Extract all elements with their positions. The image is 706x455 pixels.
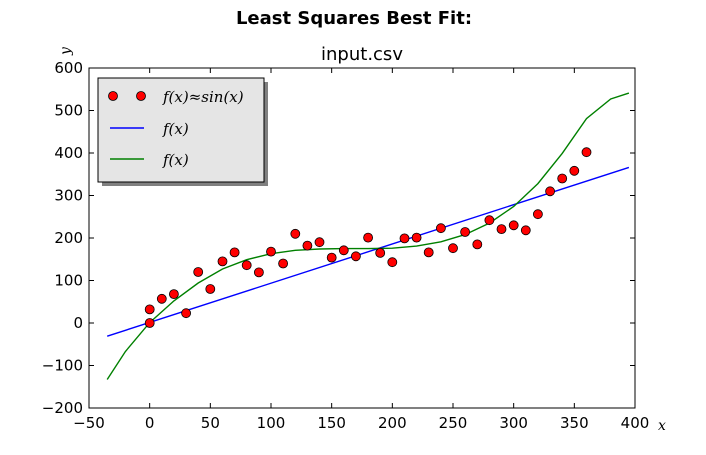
legend-label-linear: f(x) — [162, 120, 189, 138]
chart-title: input.csv — [321, 44, 403, 65]
x-tick-label: 350 — [560, 414, 589, 432]
legend-label-data: f(x)≈sin(x) — [162, 88, 244, 106]
x-tick-label: −50 — [73, 414, 105, 432]
y-tick-label: 600 — [54, 59, 83, 77]
data-point — [387, 257, 398, 268]
y-tick-label: 500 — [54, 102, 83, 120]
data-point — [363, 232, 374, 243]
legend-label-poly: f(x) — [162, 151, 189, 169]
y-tick-label: −100 — [42, 357, 83, 375]
data-point — [496, 224, 507, 235]
data-point — [350, 251, 361, 262]
data-point — [411, 232, 422, 243]
legend-marker — [108, 91, 118, 101]
data-point — [581, 147, 592, 158]
data-point — [545, 186, 555, 197]
data-point — [144, 304, 155, 315]
data-point — [181, 308, 192, 319]
data-point — [508, 220, 519, 231]
ticks-layer: −50 0 50 100 150 200 250 300 350 400 −200 −100 0 100 2… — [42, 59, 650, 432]
x-tick-label: 400 — [621, 414, 650, 432]
x-tick-label: 150 — [317, 414, 346, 432]
data-point — [435, 223, 446, 234]
data-point — [423, 247, 434, 258]
data-point — [326, 252, 337, 263]
data-point — [278, 258, 289, 269]
data-point — [229, 247, 240, 258]
data-point — [314, 237, 325, 248]
markers-layer — [144, 147, 592, 328]
y-tick-label: 200 — [54, 229, 83, 247]
data-point — [375, 247, 386, 258]
legend-marker — [136, 91, 146, 101]
data-point — [338, 245, 349, 256]
data-point — [217, 256, 228, 267]
series-line-1 — [106, 166, 630, 337]
data-point — [241, 260, 252, 271]
data-point — [557, 173, 568, 184]
legend: f(x)≈sin(x) f(x) f(x) — [97, 77, 268, 186]
data-point — [266, 246, 276, 257]
data-point — [290, 228, 301, 239]
x-tick-label: 0 — [145, 414, 155, 432]
x-tick-label: 50 — [201, 414, 220, 432]
data-point — [569, 165, 580, 176]
series-line-2 — [106, 92, 630, 380]
x-tick-label: 100 — [257, 414, 286, 432]
data-point — [448, 243, 458, 254]
y-tick-label: 100 — [54, 272, 83, 290]
data-point — [472, 239, 483, 250]
x-tick-label: 250 — [439, 414, 468, 432]
y-tick-label: −200 — [42, 399, 83, 417]
y-tick-label: 0 — [73, 314, 83, 332]
y-axis-label: y — [58, 46, 74, 56]
data-point — [168, 289, 179, 300]
lines-layer — [106, 92, 630, 380]
data-point — [144, 318, 155, 328]
data-point — [205, 284, 216, 294]
data-point — [302, 240, 313, 251]
data-point — [253, 267, 264, 278]
data-point — [193, 267, 204, 277]
data-point — [399, 233, 410, 244]
data-point — [460, 227, 471, 237]
x-tick-label: 300 — [499, 414, 528, 432]
data-point — [533, 209, 543, 220]
data-point — [520, 225, 531, 236]
y-tick-label: 400 — [54, 144, 83, 162]
x-axis-label: x — [658, 418, 666, 434]
chart-suptitle: Least Squares Best Fit: — [236, 8, 472, 29]
legend-box — [97, 77, 265, 183]
x-tick-label: 200 — [378, 414, 407, 432]
data-point — [484, 215, 495, 226]
data-point — [156, 293, 167, 304]
y-tick-label: 300 — [54, 187, 83, 205]
